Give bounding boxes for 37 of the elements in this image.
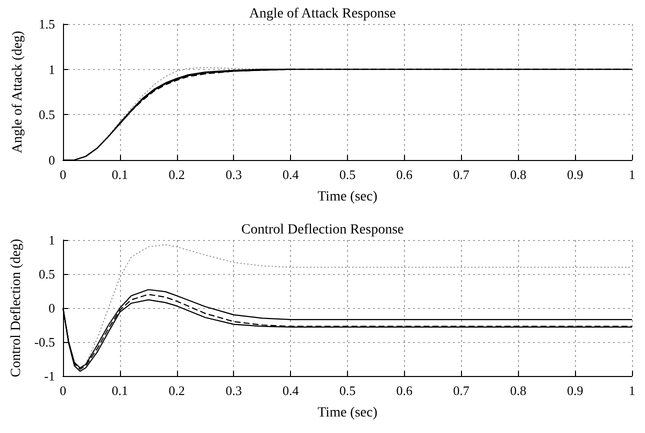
x-tick-label: 0.6 bbox=[396, 167, 414, 182]
x-tick-label: 0.4 bbox=[282, 383, 300, 398]
y-tick-label: 0 bbox=[48, 300, 55, 316]
x-axis-title: Time (sec) bbox=[318, 406, 378, 420]
x-tick-label: 0.2 bbox=[168, 383, 185, 398]
y-axis-title: Angle of Attack (deg) bbox=[10, 30, 26, 154]
x-tick-label: 0.5 bbox=[339, 383, 356, 398]
x-tick-label: 0.9 bbox=[566, 383, 584, 398]
y-tick-label: 1.5 bbox=[38, 16, 55, 32]
x-tick-label: 0.4 bbox=[282, 167, 300, 182]
x-tick-label: 0.3 bbox=[226, 167, 242, 182]
x-tick-label: 0.8 bbox=[510, 383, 526, 398]
y-tick-label: 1 bbox=[48, 62, 55, 77]
y-axis-title: Control Deflection (deg) bbox=[9, 238, 24, 378]
x-tick-label: 0.7 bbox=[453, 167, 470, 182]
x-axis-title: Time (sec) bbox=[318, 190, 378, 204]
x-tick-label: 0.7 bbox=[453, 383, 470, 398]
chart-title: Control Deflection Response bbox=[241, 222, 404, 238]
y-tick-label: 0 bbox=[48, 152, 55, 168]
chart-title: Angle of Attack Response bbox=[249, 6, 396, 22]
x-tick-label: 0.5 bbox=[339, 167, 356, 182]
y-tick-label: 0.5 bbox=[38, 107, 55, 122]
x-tick-label: 0.9 bbox=[566, 167, 584, 182]
x-tick-label: 0.2 bbox=[168, 167, 185, 182]
y-tick-label: 0.5 bbox=[38, 266, 55, 282]
x-tick-label: 0.1 bbox=[112, 167, 128, 182]
x-tick-label: 0 bbox=[60, 167, 66, 182]
x-tick-label: 1 bbox=[628, 383, 636, 398]
y-tick-label: -1 bbox=[44, 368, 55, 384]
x-tick-label: 0.6 bbox=[396, 383, 414, 398]
x-tick-label: 0 bbox=[60, 383, 66, 398]
x-tick-label: 1 bbox=[628, 167, 636, 182]
x-tick-label: 0.3 bbox=[226, 383, 242, 398]
x-tick-label: 0.1 bbox=[112, 383, 128, 398]
y-tick-label: -0.5 bbox=[34, 334, 55, 350]
x-tick-label: 0.8 bbox=[510, 167, 526, 182]
y-tick-label: 1 bbox=[48, 232, 55, 248]
